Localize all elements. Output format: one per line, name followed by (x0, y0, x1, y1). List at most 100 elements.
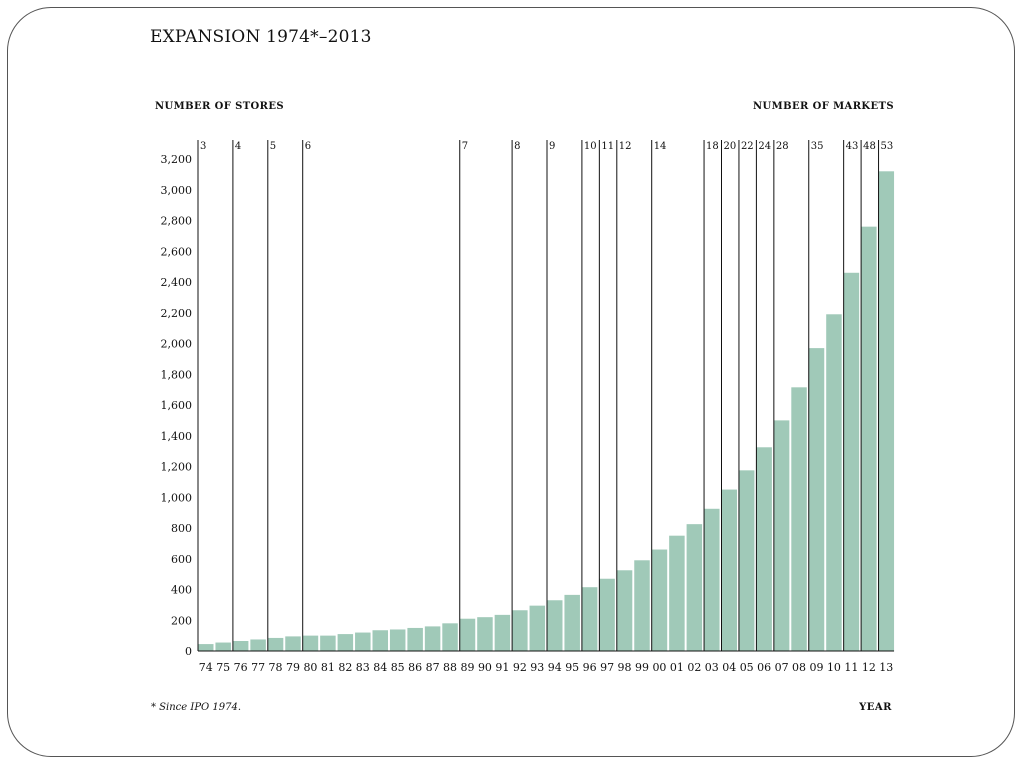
x-tick-label: 90 (478, 661, 492, 674)
slide-frame (7, 7, 1015, 757)
footnote: * Since IPO 1974. (151, 702, 242, 713)
x-tick-label: 80 (303, 661, 317, 674)
y-tick-label: 2,400 (161, 276, 193, 289)
x-tick-label: 13 (879, 661, 893, 674)
bar (250, 639, 266, 651)
bar (547, 600, 563, 651)
bar (302, 635, 319, 651)
x-tick-label: 04 (722, 661, 736, 674)
x-tick-label: 85 (391, 661, 405, 674)
x-tick-label: 94 (548, 661, 562, 674)
market-count-label: 4 (235, 141, 241, 152)
chart-title: EXPANSION 1974*–2013 (150, 27, 372, 47)
bar (424, 626, 441, 651)
bar (616, 570, 633, 651)
bar (477, 617, 493, 651)
y-tick-label: 3,000 (161, 184, 193, 197)
market-count-label: 28 (776, 141, 789, 152)
bar (215, 642, 231, 651)
x-tick-label: 84 (373, 661, 387, 674)
x-tick-label: 78 (269, 661, 283, 674)
bar (337, 634, 354, 651)
y-axis-heading: NUMBER OF STORES (155, 101, 285, 112)
y-tick-label: 200 (171, 614, 192, 627)
x-tick-label: 91 (495, 661, 509, 674)
y-tick-label: 2,800 (161, 215, 193, 228)
x-tick-label: 07 (775, 661, 789, 674)
x-tick-label: 09 (810, 661, 824, 674)
x-tick-label: 87 (426, 661, 440, 674)
bar (389, 629, 406, 651)
y-tick-label: 1,200 (161, 461, 193, 474)
y-tick-label: 2,000 (161, 338, 193, 351)
x-tick-label: 77 (251, 661, 265, 674)
bar (442, 623, 458, 651)
market-count-label: 43 (846, 141, 859, 152)
x-tick-label: 81 (321, 661, 335, 674)
bar (738, 470, 755, 651)
y-tick-label: 2,600 (161, 245, 193, 258)
market-count-label: 18 (706, 141, 719, 152)
x-tick-label: 02 (687, 661, 701, 674)
market-count-label: 10 (584, 141, 597, 152)
x-tick-label: 96 (583, 661, 597, 674)
y-tick-label: 3,200 (161, 153, 193, 166)
bar (808, 348, 825, 651)
market-count-label: 20 (724, 141, 737, 152)
market-count-label: 35 (811, 141, 824, 152)
x-tick-label: 88 (443, 661, 457, 674)
market-count-label: 12 (619, 141, 632, 152)
market-count-label: 8 (514, 141, 520, 152)
x-tick-label: 10 (827, 661, 841, 674)
bar (704, 508, 720, 651)
x-tick-label: 98 (618, 661, 632, 674)
bar (581, 587, 598, 651)
x-tick-label: 86 (408, 661, 422, 674)
bar (564, 594, 580, 651)
market-count-label: 48 (863, 141, 876, 152)
bar (320, 635, 336, 651)
x-tick-label: 79 (286, 661, 300, 674)
bar (651, 549, 668, 651)
x-tick-label: 99 (635, 661, 649, 674)
x-tick-label: 89 (461, 661, 475, 674)
x-tick-label: 74 (199, 661, 213, 674)
bar (285, 636, 301, 651)
bar (355, 632, 371, 651)
bar (878, 171, 895, 652)
bar (494, 614, 511, 651)
market-count-label: 53 (881, 141, 894, 152)
bar (599, 578, 615, 651)
x-tick-label: 03 (705, 661, 719, 674)
bar (198, 644, 214, 651)
y-tick-label: 1,800 (161, 368, 193, 381)
market-count-label: 5 (270, 141, 276, 152)
x-tick-label: 82 (338, 661, 352, 674)
bar (861, 226, 877, 651)
y-tick-label: 1,400 (161, 430, 193, 443)
y-tick-label: 600 (171, 553, 192, 566)
x-tick-label: 95 (565, 661, 579, 674)
bar (686, 524, 703, 651)
x-tick-label: 83 (356, 661, 370, 674)
x-axis-title: YEAR (859, 702, 892, 713)
market-count-label: 11 (601, 141, 614, 152)
x-tick-label: 97 (600, 661, 614, 674)
bar (372, 630, 388, 651)
bar (791, 387, 807, 651)
market-count-label: 3 (200, 141, 206, 152)
x-tick-label: 05 (740, 661, 754, 674)
x-tick-label: 01 (670, 661, 684, 674)
x-tick-label: 08 (792, 661, 806, 674)
x-tick-label: 12 (862, 661, 876, 674)
bar (773, 420, 790, 651)
x-tick-label: 92 (513, 661, 527, 674)
y-tick-label: 1,600 (161, 399, 193, 412)
market-count-label: 6 (305, 141, 311, 152)
bar (843, 272, 860, 651)
bar (529, 605, 546, 651)
market-count-label: 9 (549, 141, 555, 152)
bar (459, 618, 476, 651)
bar (512, 610, 528, 651)
x-tick-label: 75 (216, 661, 230, 674)
